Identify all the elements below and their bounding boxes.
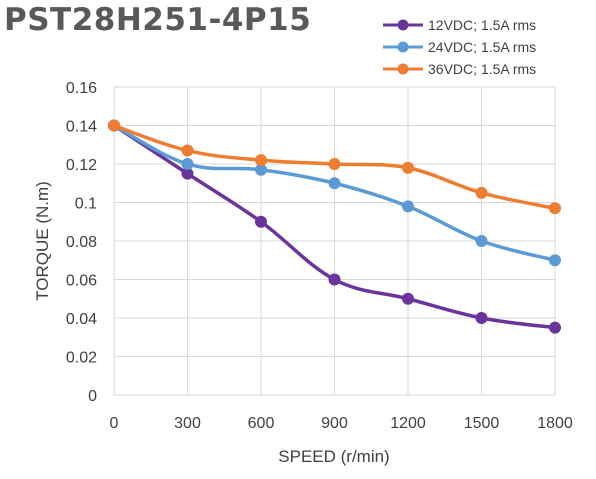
x-tick-label: 1800 bbox=[537, 415, 573, 432]
data-point bbox=[181, 144, 194, 157]
y-tick-label: 0.08 bbox=[66, 234, 97, 251]
x-tick-label: 0 bbox=[110, 415, 119, 432]
data-point bbox=[255, 215, 267, 228]
data-point bbox=[255, 154, 267, 167]
data-point bbox=[402, 161, 414, 174]
data-point bbox=[328, 177, 341, 190]
legend-marker bbox=[397, 19, 409, 31]
legend-item-3: 36VDC; 1.5A rms bbox=[383, 61, 536, 77]
data-point bbox=[328, 158, 341, 170]
y-tick-label: 0.1 bbox=[75, 196, 97, 213]
x-tick-label: 1200 bbox=[390, 415, 426, 432]
y-tick-label: 0.16 bbox=[66, 80, 97, 97]
legend: 12VDC; 1.5A rms 24VDC; 1.5A rms 36VDC; 1.5… bbox=[383, 17, 536, 77]
data-point bbox=[402, 292, 414, 305]
legend-item-1: 12VDC; 1.5A rms bbox=[383, 17, 536, 33]
legend-marker bbox=[397, 63, 409, 75]
y-tick-label: 0.04 bbox=[66, 311, 97, 328]
x-axis-label: SPEED (r/min) bbox=[278, 447, 389, 466]
data-point bbox=[328, 273, 341, 286]
data-point bbox=[402, 200, 414, 213]
y-tick-label: 0 bbox=[88, 388, 97, 405]
y-tick-label: 0.14 bbox=[66, 119, 97, 136]
data-point bbox=[549, 321, 561, 334]
x-tick-labels: 0 300 600 900 1200 1500 1800 bbox=[110, 415, 573, 432]
y-tick-label: 0.12 bbox=[66, 157, 97, 174]
data-point bbox=[108, 119, 120, 132]
series-3 bbox=[108, 119, 561, 215]
legend-item-2: 24VDC; 1.5A rms bbox=[383, 39, 536, 55]
data-point bbox=[549, 202, 561, 215]
x-tick-label: 900 bbox=[321, 415, 348, 432]
data-point bbox=[181, 167, 194, 180]
y-axis-label: TORQUE (N.m) bbox=[33, 181, 52, 301]
gridlines bbox=[113, 86, 556, 396]
legend-label: 24VDC; 1.5A rms bbox=[428, 39, 536, 55]
series-1 bbox=[108, 119, 561, 334]
data-point bbox=[181, 158, 194, 170]
data-point bbox=[475, 186, 488, 199]
data-point bbox=[255, 163, 267, 176]
legend-marker bbox=[397, 41, 409, 53]
x-tick-label: 600 bbox=[248, 415, 275, 432]
legend-label: 36VDC; 1.5A rms bbox=[428, 61, 536, 77]
data-point bbox=[475, 235, 488, 247]
chart-title: PST28H251-4P15 bbox=[4, 2, 312, 38]
series-lines bbox=[108, 119, 561, 334]
data-point bbox=[549, 254, 561, 267]
y-tick-labels: 0 0.02 0.04 0.06 0.08 0.1 0.12 0.14 0.16 bbox=[66, 80, 97, 405]
y-tick-label: 0.06 bbox=[66, 273, 97, 290]
y-tick-label: 0.02 bbox=[66, 350, 97, 367]
data-point bbox=[475, 312, 488, 324]
legend-label: 12VDC; 1.5A rms bbox=[428, 17, 536, 33]
x-tick-label: 300 bbox=[174, 415, 201, 432]
x-tick-label: 1500 bbox=[464, 415, 500, 432]
